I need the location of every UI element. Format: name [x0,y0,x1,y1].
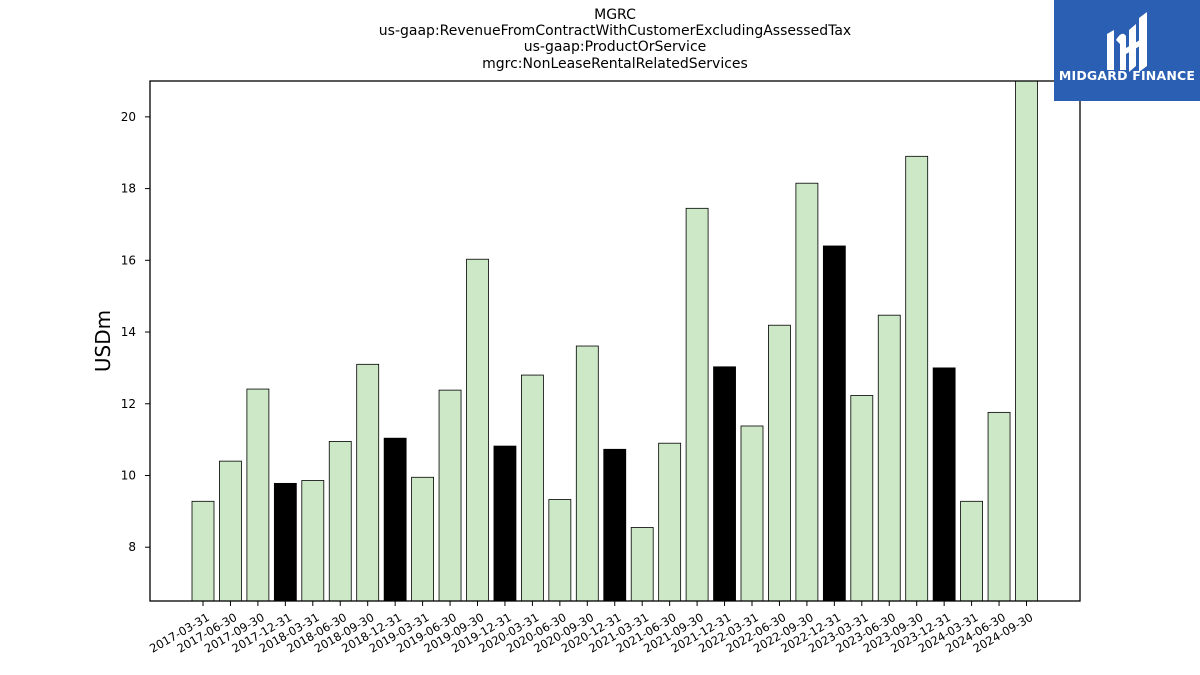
y-tick-label: 14 [121,325,136,339]
logo-text: MIDGARD FINANCE [1058,68,1196,83]
bar-2021-09-30 [685,207,709,602]
y-tick-label: 20 [121,110,136,124]
bar-2022-12-31 [822,245,846,602]
chart-subtitle-member: mgrc:NonLeaseRentalRelatedServices [482,56,748,72]
y-tick-label: 18 [121,182,136,196]
midgard-logo-icon [1107,12,1147,72]
x-axis: 2017-03-312017-06-302017-09-302017-12-31… [147,601,1035,656]
bar-2019-09-30 [466,258,489,602]
bar-2021-03-31 [630,527,654,602]
bar-2020-09-30 [575,345,599,602]
bar-2023-03-31 [850,395,874,602]
bar-2018-03-31 [301,480,325,602]
bar-2024-09-30 [1015,80,1038,602]
bar-2022-03-31 [740,425,764,602]
bar-2023-06-30 [877,314,901,602]
y-axis: 8 10 12 14 16 18 20 [121,110,150,554]
bar-2020-03-31 [521,374,544,602]
bar-2019-03-31 [411,476,435,602]
bar-2020-12-31 [603,448,627,602]
bar-2021-06-30 [658,442,682,602]
y-tick-label: 16 [121,253,136,267]
y-tick-label: 12 [121,397,136,411]
bar-2022-06-30 [768,324,791,602]
bar-2018-12-31 [383,437,407,602]
chart-subtitle-concept: us-gaap:RevenueFromContractWithCustomerE… [378,23,852,39]
chart-title: MGRC [594,7,636,23]
y-tick-label: 8 [128,540,136,554]
bar-2017-06-30 [219,460,242,602]
bar-2022-09-30 [795,182,819,602]
bar-2021-12-31 [713,366,736,602]
bar-2023-09-30 [905,155,929,602]
bar-2019-06-30 [438,389,462,602]
bar-2019-12-31 [493,445,517,602]
bar-2018-06-30 [328,441,352,602]
brand-logo: MIDGARD FINANCE [1054,0,1200,101]
bar-2017-12-31 [273,482,297,602]
bar-2017-09-30 [246,388,270,602]
bars-group [191,80,1038,602]
bar-2020-06-30 [548,499,572,602]
chart-subtitle-axis: us-gaap:ProductOrService [523,39,707,55]
y-tick-label: 10 [121,468,136,482]
bar-2018-09-30 [356,363,380,602]
bar-2017-03-31 [191,500,215,602]
bar-2024-03-31 [960,500,983,602]
bar-2023-12-31 [932,367,956,602]
bar-2024-06-30 [987,411,1011,602]
y-axis-label: USDm [91,310,115,372]
